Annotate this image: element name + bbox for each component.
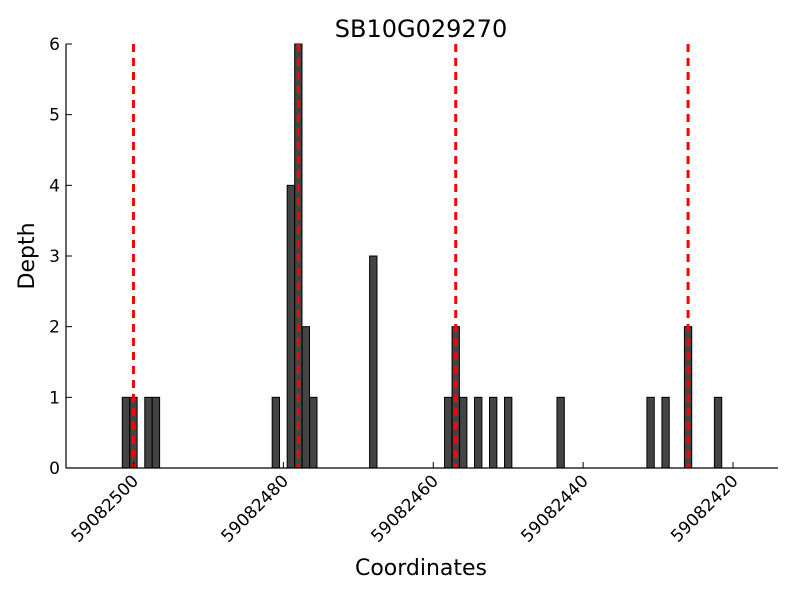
bar	[271, 396, 281, 469]
x-tick-label: 59082500	[68, 471, 143, 546]
bar	[151, 396, 161, 469]
bar	[713, 396, 723, 469]
y-ticks-group: 0 1 2 3 4 5 6	[49, 35, 72, 479]
y-tick-label: 2	[49, 318, 60, 338]
y-tick-label: 6	[49, 35, 60, 55]
bar	[459, 396, 468, 469]
x-axis-label: Coordinates	[355, 556, 487, 581]
bar	[661, 396, 670, 469]
bar	[121, 396, 131, 469]
reference-lines-group	[131, 44, 690, 468]
bar	[556, 396, 565, 469]
y-tick-label: 5	[49, 106, 60, 126]
bar	[309, 396, 318, 469]
y-axis-label: Depth	[15, 222, 40, 289]
y-tick-label: 3	[49, 247, 60, 267]
bar	[489, 396, 498, 469]
bar	[444, 396, 453, 469]
x-tick-label: 59082460	[367, 471, 442, 546]
bar	[646, 396, 655, 469]
chart-title: SB10G029270	[335, 15, 507, 43]
bars-group	[121, 43, 723, 469]
bar	[504, 396, 513, 469]
bar	[369, 255, 378, 469]
bar	[286, 184, 296, 469]
bar	[301, 326, 311, 469]
x-tick-label: 59082420	[667, 471, 742, 546]
x-ticks-group: 59082500 59082480 59082460 59082440 59082420	[68, 462, 743, 547]
bar	[144, 396, 153, 469]
y-tick-label: 4	[49, 176, 60, 196]
x-tick-label: 59082440	[517, 471, 592, 546]
y-tick-label: 0	[49, 459, 60, 479]
x-tick-label: 59082480	[218, 471, 293, 546]
bar	[474, 396, 483, 469]
y-tick-label: 1	[49, 388, 60, 408]
